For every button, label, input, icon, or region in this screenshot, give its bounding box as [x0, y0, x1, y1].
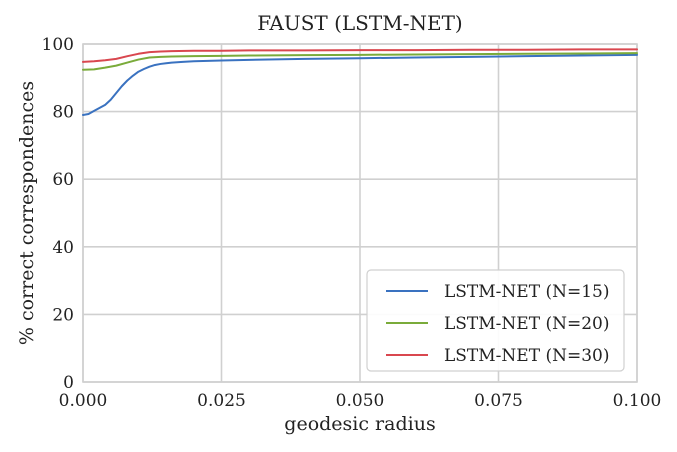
- x-tick-label: 0.025: [197, 391, 246, 411]
- series-line-1: [82, 53, 638, 116]
- y-tick-label: 0: [63, 373, 74, 393]
- plot-frame: [82, 43, 638, 383]
- legend-label-2: LSTM-NET (N=20): [444, 314, 609, 334]
- y-axis-label: % correct correspondences: [16, 81, 38, 345]
- y-tick-label: 80: [52, 103, 74, 123]
- legend-label-1: LSTM-NET (N=15): [444, 282, 609, 302]
- y-tick-label: 40: [52, 238, 74, 258]
- y-tick-labels: 0 20 40 60 80 100: [42, 35, 74, 393]
- legend: LSTM-NET (N=15) LSTM-NET (N=20) LSTM-NET (…: [366, 269, 625, 372]
- y-tick-label: 100: [42, 35, 74, 55]
- x-tick-label: 0.075: [474, 391, 523, 411]
- y-tick-label: 20: [52, 305, 74, 325]
- x-tick-labels: 0.000 0.025 0.050 0.075 0.100: [59, 391, 662, 411]
- legend-label-3: LSTM-NET (N=30): [444, 346, 609, 366]
- chart-title: FAUST (LSTM-NET): [257, 11, 462, 35]
- series-line-2: [82, 52, 638, 71]
- series-line-3: [82, 48, 638, 63]
- x-axis-label: geodesic radius: [284, 413, 435, 435]
- series-layer: [82, 48, 638, 116]
- x-tick-label: 0.100: [613, 391, 662, 411]
- x-tick-label: 0.000: [59, 391, 108, 411]
- x-tick-label: 0.050: [336, 391, 385, 411]
- y-tick-label: 60: [52, 170, 74, 190]
- legend-box: [366, 269, 625, 372]
